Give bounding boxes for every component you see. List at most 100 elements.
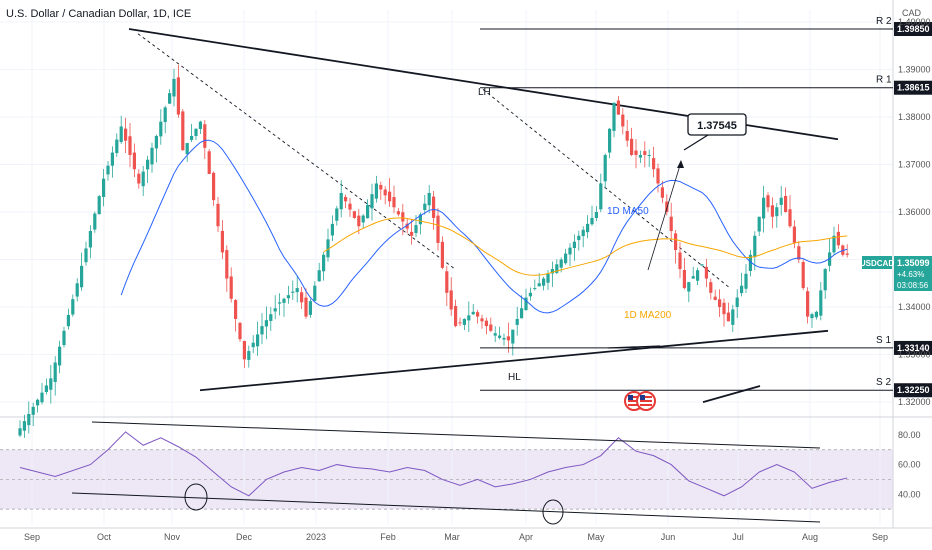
candle-body <box>251 342 255 348</box>
candle-body <box>722 302 726 315</box>
candle-body <box>779 197 783 205</box>
level-price-box <box>894 80 932 95</box>
chart-title: U.S. Dollar / Canadian Dollar, 1D, ICE <box>6 8 191 20</box>
candle-body <box>352 211 356 218</box>
level-price-box <box>894 22 932 37</box>
candle-body <box>814 311 818 318</box>
time-tick-label: Sep <box>24 532 40 542</box>
candle-body <box>586 223 590 233</box>
time-tick-label: 2023 <box>306 532 326 542</box>
level-price-value: 1.39850 <box>897 24 930 34</box>
candle-body <box>748 254 752 271</box>
target-box <box>687 113 747 136</box>
rsi-line <box>19 431 848 497</box>
candle-body <box>18 428 22 436</box>
currency-label: CAD <box>902 8 922 18</box>
candle-body <box>234 300 238 319</box>
candle-body <box>225 250 229 279</box>
candle-body <box>84 248 88 263</box>
candle-body <box>110 152 114 166</box>
candle-body <box>203 124 207 148</box>
candle-body <box>810 314 814 319</box>
candle-body <box>273 308 277 312</box>
candle-body <box>295 288 299 293</box>
candle-body <box>674 233 678 251</box>
candle-body <box>49 378 53 390</box>
rsi-tick-label: 80.00 <box>898 430 921 440</box>
level-price-value: 1.33140 <box>897 343 930 353</box>
candle-body <box>427 192 431 206</box>
candle-body <box>770 205 774 217</box>
candle-body <box>480 318 484 322</box>
level-price-value: 1.32250 <box>897 385 930 395</box>
candle-body <box>735 297 739 307</box>
candle-body <box>436 215 440 243</box>
projection-arrow-line <box>647 161 682 271</box>
candle-body <box>159 121 163 137</box>
candle-body <box>449 290 453 310</box>
candle-body <box>660 187 664 198</box>
price-tick-label: 1.36000 <box>898 207 931 217</box>
price-tick-label: 1.38000 <box>898 112 931 122</box>
candle-body <box>458 322 462 324</box>
candle-body <box>634 150 638 155</box>
candle-body <box>71 299 75 315</box>
rsi-upper-trendline <box>91 421 821 449</box>
candle-body <box>339 192 343 210</box>
candle-body <box>806 291 810 317</box>
cad-flag-icon <box>636 391 656 411</box>
candle-body <box>326 239 330 258</box>
candle-body <box>264 320 268 327</box>
candle-body <box>621 114 625 127</box>
candle-body <box>418 214 422 225</box>
level-name: R 1 <box>876 75 892 86</box>
candle-body <box>106 165 110 175</box>
price-change: +4.63% <box>897 270 924 279</box>
lh-label: LH <box>478 87 491 98</box>
candle-body <box>357 215 361 227</box>
candle-body <box>238 322 242 340</box>
candle-body <box>498 335 502 338</box>
time-tick-label: Mar <box>444 532 460 542</box>
candle-body <box>132 152 136 170</box>
candle-body <box>291 291 295 293</box>
time-tick-label: Nov <box>164 532 181 542</box>
candle-body <box>669 216 673 232</box>
candle-body <box>163 107 167 122</box>
candle-body <box>489 324 493 331</box>
candle-body <box>493 333 497 336</box>
candle-body <box>647 154 651 156</box>
candle-body <box>577 235 581 241</box>
candle-body <box>696 270 700 281</box>
target-pointer <box>683 134 709 151</box>
candle-body <box>330 223 334 236</box>
level-layer: R 2 1.39850 R 1 1.38615 S 1 1.33140 S 2 1.32250 <box>480 16 932 398</box>
candle-body <box>313 285 317 301</box>
candle-body <box>832 235 836 253</box>
candle-body <box>581 229 585 237</box>
time-tick-label: Oct <box>97 532 112 542</box>
level-name: R 2 <box>876 16 892 27</box>
candle-body <box>709 282 713 293</box>
candle-body <box>62 330 66 346</box>
level-price-box <box>894 340 932 355</box>
candle-body <box>335 208 339 221</box>
candle-countdown: 03:08:56 <box>897 281 929 290</box>
price-tag-box <box>894 256 932 291</box>
candle-body <box>370 194 374 209</box>
candle-body <box>792 226 796 243</box>
candle-body <box>528 292 532 297</box>
candle-body <box>678 252 682 270</box>
candle-body <box>80 265 84 288</box>
rsi-circle-marker <box>184 483 208 511</box>
candle-body <box>128 136 132 155</box>
candle-body <box>150 147 154 165</box>
candle-body <box>93 213 97 230</box>
candle-body <box>97 196 101 215</box>
candle-body <box>304 297 308 317</box>
short-rising-line <box>702 385 761 403</box>
candle-body <box>260 326 264 335</box>
time-tick-label: Jun <box>661 532 676 542</box>
level-price-box <box>894 383 932 398</box>
candle-body <box>550 269 554 274</box>
